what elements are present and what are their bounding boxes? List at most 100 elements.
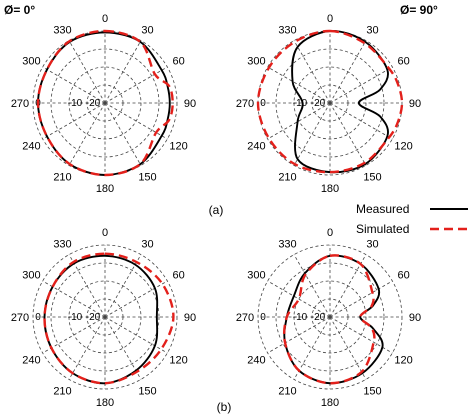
grid-spoke (42, 102, 106, 140)
radial-label-zero: 0 (260, 312, 266, 323)
grid-spoke (329, 280, 393, 318)
angle-tick-label: 240 (22, 355, 40, 367)
angle-tick-label: 0 (102, 13, 108, 25)
angle-tick-label: 150 (138, 386, 156, 398)
radial-label: -20 (86, 312, 101, 323)
grid-spoke (329, 102, 367, 166)
angle-tick-label: 90 (409, 98, 421, 110)
angle-tick-label: 30 (141, 238, 153, 250)
angle-tick-label: 270 (236, 312, 254, 324)
angle-tick-label: 150 (363, 386, 381, 398)
grid-spoke (104, 280, 168, 318)
simulated-series-line (43, 252, 175, 385)
legend-label-simulated: Simulated (356, 222, 409, 236)
angle-tick-label: 60 (172, 270, 184, 282)
polar-plot-phi-90: 0 30 60 90 120 150 180 210 240 270 300 330 -10 -20 0 (236, 13, 421, 195)
grid-spoke (329, 40, 367, 104)
grid-ring (50, 262, 160, 372)
grid-spoke (293, 40, 331, 104)
radial-label-zero: 0 (260, 98, 266, 109)
angle-tick-label: 270 (11, 98, 29, 110)
measured-series-line (291, 30, 389, 174)
grid-spoke (329, 102, 393, 140)
radial-label: -10 (293, 312, 308, 323)
grid-spoke (104, 102, 142, 166)
angle-tick-label: 120 (394, 355, 412, 367)
angle-tick-label: 210 (278, 172, 296, 184)
simulated-series-line (256, 29, 404, 174)
angle-tick-label: 330 (278, 24, 296, 36)
polar-plot-b-left: 0 30 60 90 120 150 180 210 240 270 300 330 -10 -20 0 (11, 227, 196, 409)
simulated-series-line (36, 29, 174, 177)
grid-ring (275, 48, 385, 158)
grid-spoke (42, 316, 106, 354)
angle-tick-label: 330 (53, 238, 71, 250)
angle-tick-label: 60 (397, 270, 409, 282)
legend: Measured Simulated (356, 202, 468, 236)
polar-plot-b-right: 0 30 60 90 120 150 180 210 240 270 300 330 -10 -20 0 (236, 227, 421, 409)
angle-tick-label: 150 (138, 172, 156, 184)
angle-tick-label: 90 (184, 312, 196, 324)
radial-label: -10 (293, 98, 308, 109)
simulated-series-line (282, 254, 376, 385)
angle-tick-label: 270 (11, 312, 29, 324)
caption-b: (b) (217, 400, 232, 414)
grid-ring (275, 262, 385, 372)
angle-tick-label: 120 (394, 141, 412, 153)
radial-label-zero: 0 (35, 312, 41, 323)
grid-spoke (267, 66, 331, 104)
radial-label: -20 (311, 312, 326, 323)
grid-spoke (68, 40, 106, 104)
angle-tick-label: 210 (278, 386, 296, 398)
grid-spoke (329, 316, 393, 354)
plot-title-phi-0: Ø= 0° (4, 3, 35, 17)
angle-tick-label: 300 (247, 56, 265, 68)
angle-tick-label: 30 (366, 238, 378, 250)
legend-label-measured: Measured (356, 202, 409, 216)
angle-tick-label: 0 (327, 227, 333, 239)
grid-spoke (329, 254, 367, 318)
grid-spoke (68, 102, 106, 166)
grid-spoke (293, 102, 331, 166)
angle-tick-label: 60 (397, 56, 409, 68)
angle-tick-label: 0 (102, 227, 108, 239)
radial-label: -20 (86, 98, 101, 109)
angle-tick-label: 180 (96, 397, 114, 409)
radial-label: -10 (68, 98, 83, 109)
caption-a: (a) (209, 203, 224, 217)
angle-tick-label: 210 (53, 386, 71, 398)
angle-tick-label: 90 (184, 98, 196, 110)
radial-label: -20 (311, 98, 326, 109)
grid-spoke (267, 102, 331, 140)
grid-spoke (104, 316, 168, 354)
grid-spoke (293, 254, 331, 318)
angle-tick-label: 180 (96, 183, 114, 195)
angle-tick-label: 0 (327, 13, 333, 25)
angle-tick-label: 180 (321, 397, 339, 409)
angle-tick-label: 30 (141, 24, 153, 36)
angle-tick-label: 300 (22, 56, 40, 68)
angle-tick-label: 150 (363, 172, 381, 184)
grid-spoke (42, 280, 106, 318)
angle-tick-label: 270 (236, 98, 254, 110)
angle-tick-label: 240 (247, 355, 265, 367)
angle-tick-label: 300 (247, 270, 265, 282)
angle-tick-label: 300 (22, 270, 40, 282)
angle-tick-label: 240 (247, 141, 265, 153)
grid-spoke (68, 316, 106, 380)
measured-series-line (283, 254, 384, 385)
angle-tick-label: 240 (22, 141, 40, 153)
grid-ring (50, 48, 160, 158)
angle-tick-label: 120 (169, 141, 187, 153)
angle-tick-label: 30 (366, 24, 378, 36)
angle-tick-label: 60 (172, 56, 184, 68)
angle-tick-label: 330 (53, 24, 71, 36)
plot-title-phi-90: Ø= 90° (400, 3, 438, 17)
grid-spoke (267, 316, 331, 354)
grid-spoke (293, 316, 331, 380)
angle-tick-label: 210 (53, 172, 71, 184)
grid-spoke (267, 280, 331, 318)
grid-spoke (104, 66, 168, 104)
grid-spoke (329, 66, 393, 104)
